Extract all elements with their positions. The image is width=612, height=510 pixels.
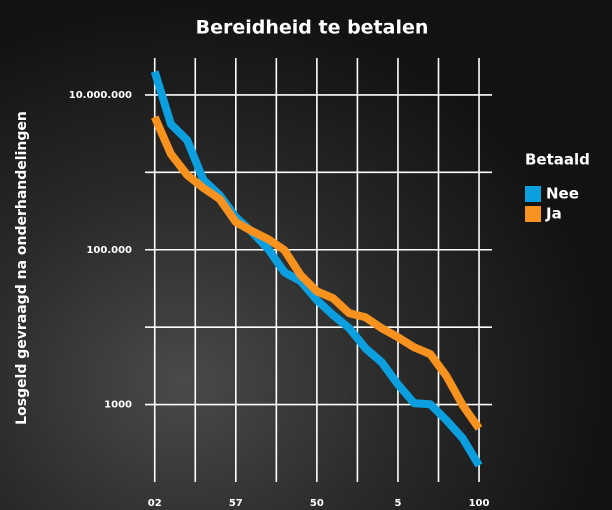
legend-label: Nee	[546, 185, 579, 203]
y-axis-title: Losgeld gevraagd na onderhandelingen	[14, 111, 30, 425]
y-tick-label: 1000	[104, 400, 132, 411]
x-tick-label: 50	[310, 498, 324, 509]
line-series	[151, 115, 483, 431]
legend-label: Ja	[545, 205, 562, 223]
x-tick-label: 100	[469, 498, 490, 509]
line-series	[150, 70, 483, 468]
chart-title: Bereidheid te betalen	[196, 17, 429, 39]
x-tick-label: 5	[394, 498, 401, 509]
x-tick-label: 02	[148, 498, 162, 509]
legend-title: Betaald	[525, 151, 590, 169]
y-tick-label: 100.000	[86, 245, 132, 256]
legend-swatch	[525, 206, 541, 222]
legend-swatch	[525, 186, 541, 202]
x-tick-label: 57	[229, 498, 243, 509]
y-tick-label: 10.000.000	[69, 90, 132, 101]
